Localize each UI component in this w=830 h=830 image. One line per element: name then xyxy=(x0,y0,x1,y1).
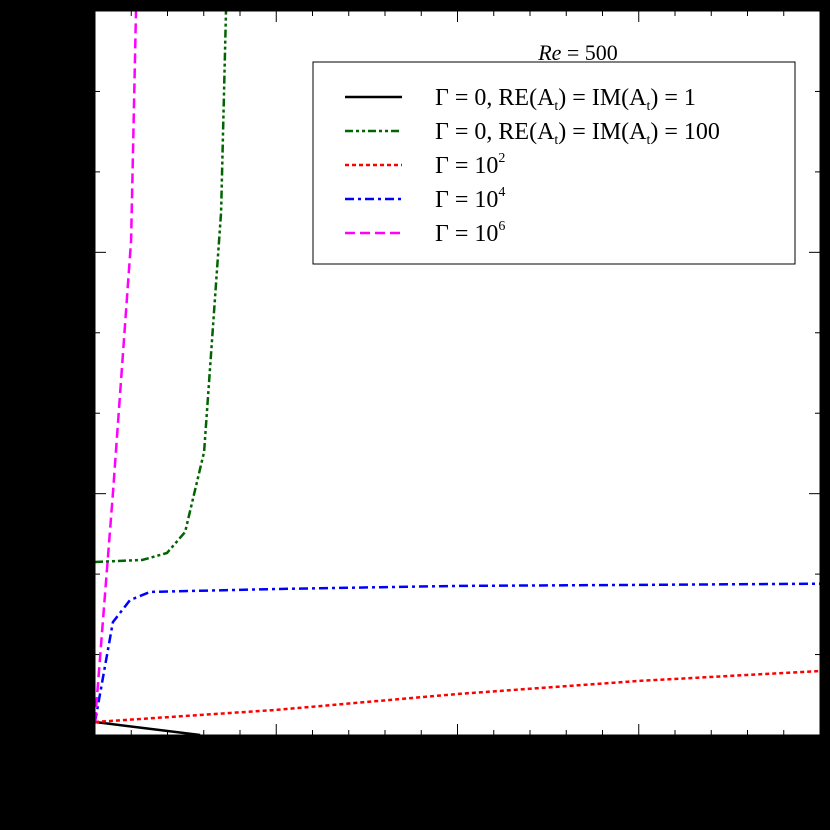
series-line-0 xyxy=(95,720,201,735)
title-rest: = 500 xyxy=(561,40,617,65)
legend: Γ = 0, RE(At) = IM(At) = 1 Γ = 0, RE(At) … xyxy=(312,61,796,265)
legend-label: Γ = 106 xyxy=(435,219,505,247)
chart-title: Re = 500 xyxy=(537,40,618,65)
series-line-3 xyxy=(95,582,820,723)
legend-label: Γ = 104 xyxy=(435,185,505,213)
data-series xyxy=(95,11,820,735)
series-line-2 xyxy=(95,669,820,724)
legend-label: Γ = 0, RE(At) = IM(At) = 100 xyxy=(435,119,720,148)
legend-label: Γ = 0, RE(At) = IM(At) = 1 xyxy=(435,85,696,114)
legend-box xyxy=(312,61,796,265)
legend-label: Γ = 102 xyxy=(435,151,505,179)
series-line-1 xyxy=(95,11,228,564)
series-line-4 xyxy=(95,11,138,723)
plot-frame xyxy=(94,10,821,736)
title-italic: Re xyxy=(537,40,561,65)
